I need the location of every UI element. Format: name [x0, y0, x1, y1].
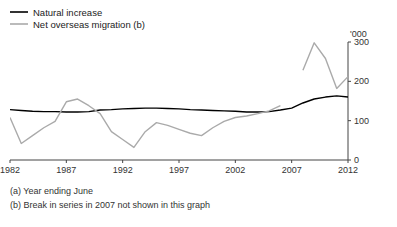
x-tick	[122, 160, 123, 163]
x-tick-label: 2007	[282, 165, 302, 175]
footnote: (b) Break in series in 2007 not shown in…	[10, 200, 210, 210]
plot-area	[10, 43, 348, 148]
x-tick-label: 1992	[113, 165, 133, 175]
x-tick	[66, 160, 67, 163]
x-tick	[291, 160, 292, 163]
legend-swatch	[10, 11, 28, 13]
y-tick-label: 200	[354, 76, 369, 86]
x-tick-label: 1987	[56, 165, 76, 175]
x-tick-label: 2002	[225, 165, 245, 175]
x-tick-label: 1997	[169, 165, 189, 175]
chart: 19821987199219972002200720120100200300'0…	[0, 0, 397, 227]
x-tick	[179, 160, 180, 163]
y-axis	[348, 42, 349, 160]
x-tick	[10, 160, 11, 163]
y-axis-label: '000	[350, 29, 367, 39]
x-tick	[235, 160, 236, 163]
footnote: (a) Year ending June	[10, 186, 93, 196]
legend-swatch	[10, 23, 28, 25]
y-tick	[348, 42, 351, 43]
legend-label: Natural increase	[33, 7, 102, 18]
line-series	[10, 43, 348, 148]
y-tick-label: 0	[354, 155, 359, 165]
y-tick-label: 100	[354, 116, 369, 126]
line-series	[10, 96, 348, 112]
legend-label: Net overseas migration (b)	[33, 19, 145, 30]
x-tick-label: 1982	[0, 165, 20, 175]
y-tick	[348, 81, 351, 82]
y-tick	[348, 160, 351, 161]
x-tick-label: 2012	[338, 165, 358, 175]
y-tick	[348, 120, 351, 121]
